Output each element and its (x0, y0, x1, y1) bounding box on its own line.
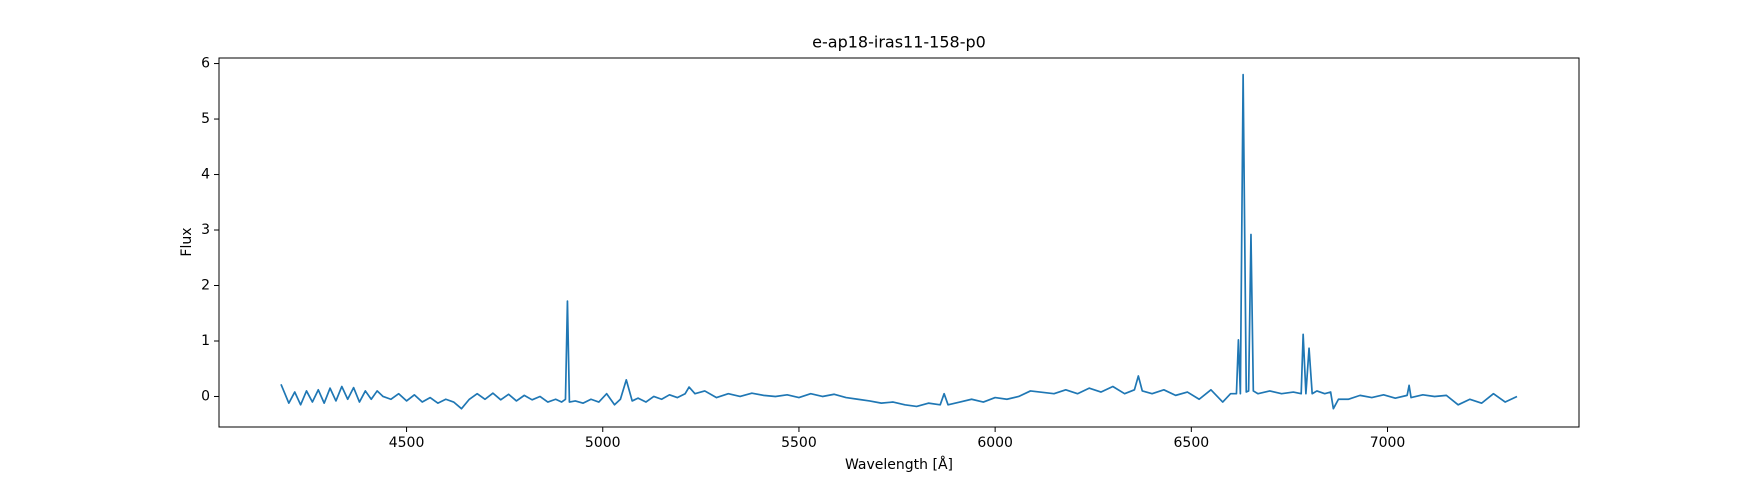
x-tick-label: 5000 (585, 435, 621, 451)
y-tick-label: 5 (201, 111, 210, 127)
spectrum-line (280, 73, 1518, 410)
y-tick-label: 6 (201, 56, 210, 72)
x-tick-label: 6000 (977, 435, 1013, 451)
chart-title: e-ap18-iras11-158-p0 (812, 33, 986, 52)
x-tick-label: 7000 (1370, 435, 1406, 451)
y-tick-label: 2 (201, 278, 210, 294)
x-tick-label: 5500 (781, 435, 817, 451)
y-tick-label: 1 (201, 333, 210, 349)
plot-frame (218, 57, 1580, 428)
y-tick-label: 4 (201, 167, 210, 183)
x-tick-label: 6500 (1174, 435, 1210, 451)
y-tick-label: 3 (201, 222, 210, 238)
x-axis-label: Wavelength [Å] (845, 456, 953, 473)
x-tick-label: 4500 (389, 435, 425, 451)
y-tick-label: 0 (201, 388, 210, 404)
y-axis-label: Flux (179, 227, 195, 256)
